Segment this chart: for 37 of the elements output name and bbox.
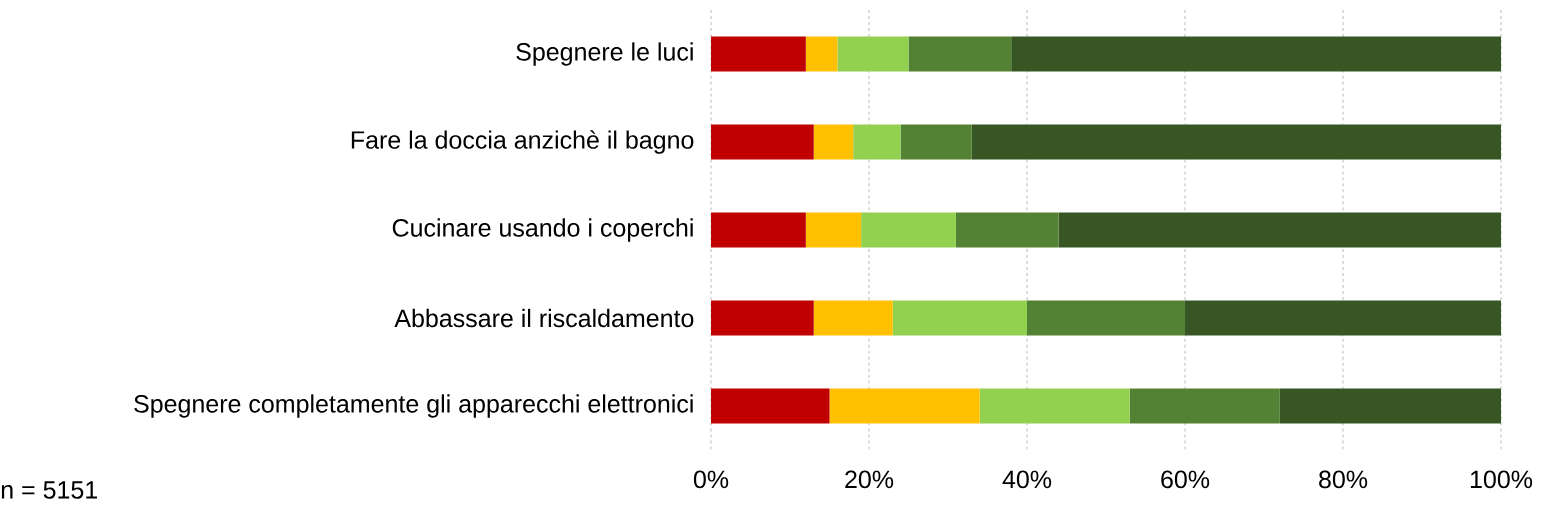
x-tick-label: 40%: [1002, 470, 1052, 489]
bar: [1279, 388, 1502, 424]
bar: [955, 212, 1059, 248]
bar: [861, 212, 956, 248]
bar: [711, 36, 806, 72]
bar: [813, 124, 854, 160]
x-tick-label: 0%: [693, 470, 729, 489]
bar: [813, 300, 893, 336]
x-tick-label: 80%: [1319, 470, 1368, 489]
bar: [971, 124, 1502, 160]
bar: [853, 124, 901, 160]
bar: [805, 212, 862, 248]
x-tick-label: 100%: [1470, 470, 1533, 489]
bar: [1011, 36, 1502, 72]
bar: [900, 124, 972, 160]
x-tick-label: 20%: [845, 470, 894, 489]
bar: [1058, 212, 1502, 248]
y-tick-label: Cucinare usando i coperchi: [392, 218, 693, 242]
bar: [892, 300, 1028, 336]
x-tick-label: 60%: [1161, 470, 1210, 489]
bar: [711, 388, 830, 424]
bar: [711, 124, 814, 160]
bar: [837, 36, 909, 72]
text: n = 5151: [1, 481, 97, 499]
bar: [711, 212, 806, 248]
bar: [805, 36, 838, 72]
bar: [1185, 300, 1502, 336]
bar: [829, 388, 980, 424]
y-tick-label: Spegnere completamente gli apparecchi elettronici: [134, 394, 693, 418]
bar: [1027, 300, 1186, 336]
y-tick-label: Abbassare il riscaldamento: [394, 308, 694, 328]
y-tick-label: Fare la doccia anzichè il bagno: [351, 130, 694, 154]
bar: [711, 300, 814, 336]
y-tick-label: Spegnere le luci: [516, 42, 693, 66]
bar: [1129, 388, 1280, 424]
bar: [979, 388, 1130, 424]
bar: [908, 36, 1012, 72]
